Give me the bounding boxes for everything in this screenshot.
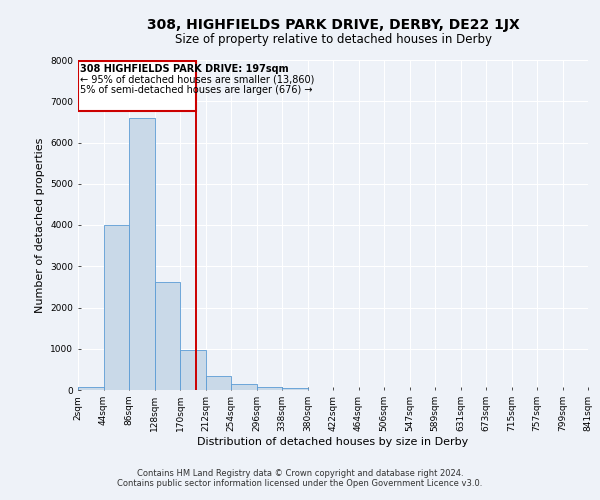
Bar [257,386,282,390]
Text: Contains public sector information licensed under the Open Government Licence v3: Contains public sector information licen… [118,478,482,488]
Bar [78,387,104,390]
Text: ← 95% of detached houses are smaller (13,860): ← 95% of detached houses are smaller (13… [80,74,314,85]
Bar [205,376,231,390]
Bar [129,118,155,390]
Bar [231,384,257,390]
Text: Size of property relative to detached houses in Derby: Size of property relative to detached ho… [175,32,491,46]
Text: 5% of semi-detached houses are larger (676) →: 5% of semi-detached houses are larger (6… [80,84,313,94]
Text: 308, HIGHFIELDS PARK DRIVE, DERBY, DE22 1JX: 308, HIGHFIELDS PARK DRIVE, DERBY, DE22 … [146,18,520,32]
Bar [155,282,180,390]
X-axis label: Distribution of detached houses by size in Derby: Distribution of detached houses by size … [197,437,469,447]
Bar [180,350,205,390]
Bar [282,388,308,390]
Bar [104,225,129,390]
Text: Contains HM Land Registry data © Crown copyright and database right 2024.: Contains HM Land Registry data © Crown c… [137,468,463,477]
Bar [78,60,196,111]
Text: 308 HIGHFIELDS PARK DRIVE: 197sqm: 308 HIGHFIELDS PARK DRIVE: 197sqm [80,64,289,74]
Y-axis label: Number of detached properties: Number of detached properties [35,138,44,312]
